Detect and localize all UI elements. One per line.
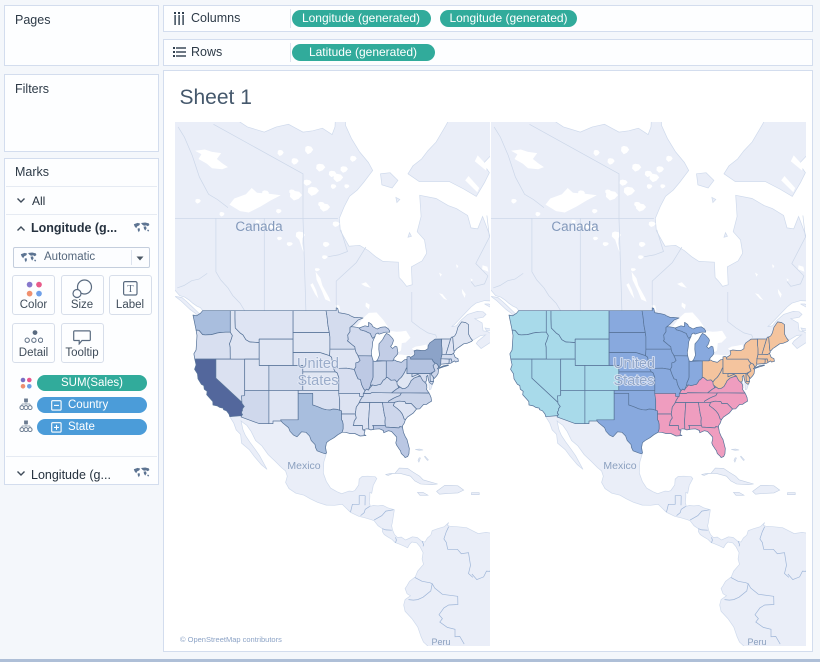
svg-text:States: States bbox=[613, 373, 654, 389]
svg-text:Canada: Canada bbox=[235, 219, 283, 234]
svg-text:United: United bbox=[297, 356, 339, 372]
svg-text:States: States bbox=[297, 373, 338, 389]
svg-text:Peru: Peru bbox=[747, 637, 766, 646]
svg-text:United: United bbox=[613, 356, 655, 372]
svg-text:Mexico: Mexico bbox=[287, 460, 320, 472]
svg-text:T: T bbox=[127, 284, 134, 295]
svg-text:Peru: Peru bbox=[431, 637, 450, 646]
svg-text:Mexico: Mexico bbox=[603, 460, 636, 472]
svg-text:Canada: Canada bbox=[551, 219, 599, 234]
svg-text:© OpenStreetMap contributors: © OpenStreetMap contributors bbox=[180, 635, 282, 644]
